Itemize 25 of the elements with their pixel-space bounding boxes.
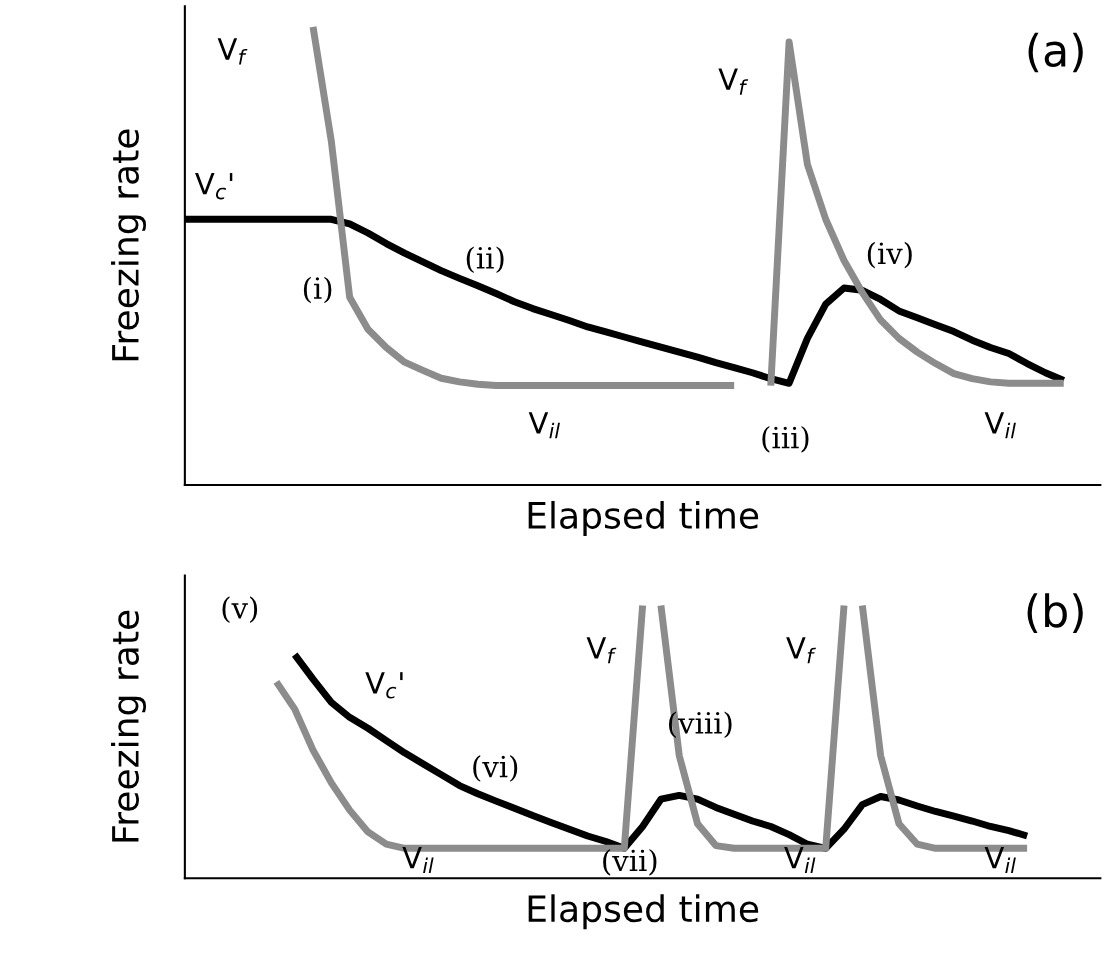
annotation: V$_{il}$ — [984, 847, 1016, 874]
annotation: V$_{f}$ — [217, 38, 248, 65]
annotation: V$_{il}$ — [784, 847, 816, 874]
annotation: V$_{il}$ — [984, 412, 1016, 439]
annotation: V$_{il}$ — [528, 412, 560, 439]
x-axis-title: Elapsed time — [528, 500, 759, 536]
chart-title: (b) — [1027, 593, 1083, 633]
y-axis-title: Freezing rate — [111, 129, 146, 361]
annotation: (vii) — [603, 848, 657, 876]
chart-title: (a) — [1028, 32, 1083, 73]
annotation: (iv) — [867, 241, 912, 269]
annotation: (i) — [303, 276, 332, 304]
annotation: (viii) — [668, 711, 732, 739]
annotation: (ii) — [466, 246, 504, 274]
y-axis-title: Freezing rate — [111, 610, 146, 842]
x-axis-title: Elapsed time — [528, 894, 759, 930]
annotation: V$_{f}$ — [718, 68, 749, 95]
annotation: V$_{il}$ — [402, 847, 434, 874]
annotation: V$_{c}$' — [195, 173, 233, 200]
annotation: V$_{c}$' — [365, 672, 403, 699]
annotation: (vi) — [473, 755, 518, 782]
annotation: (iii) — [762, 425, 809, 453]
annotation: V$_{f}$ — [586, 637, 617, 664]
annotation: V$_{f}$ — [786, 637, 816, 664]
annotation: (v) — [222, 596, 258, 623]
